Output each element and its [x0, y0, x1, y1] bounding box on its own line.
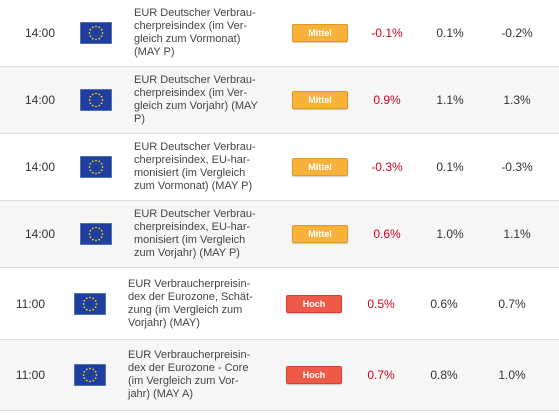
event-name-line: (im Vergleich zum Vor- — [128, 375, 239, 387]
event-name-line: monisiert (im Vergleich — [134, 167, 246, 179]
previous-value: -0.2% — [501, 26, 533, 40]
previous-value: -0.3% — [501, 160, 533, 174]
previous-value: 1.3% — [503, 93, 531, 107]
importance-badge: Mittel — [292, 225, 348, 243]
table-row[interactable]: 14:00 EUR Deutscher Verbrau- cherpreisin… — [0, 201, 559, 268]
event-time: 14:00 — [24, 26, 55, 40]
table-row[interactable]: 11:00 EUR Verbraucherpreisin- dex der Eu… — [0, 268, 559, 340]
table-row[interactable]: 14:00 EUR Deutscher Verbrau- cherpreisin… — [0, 67, 559, 134]
event-name-line: zung (im Vergleich zum — [128, 303, 243, 316]
event-name-line: EUR Deutscher Verbrau- — [134, 7, 256, 19]
table-row[interactable]: 11:00 EUR Verbraucherpreisin- dex der Eu… — [0, 340, 559, 411]
previous-value: 0.7% — [498, 296, 526, 311]
previous-value: 1.0% — [498, 368, 526, 382]
eu-flag-icon — [80, 22, 112, 44]
event-name-line: monisiert (im Vergleich — [134, 234, 246, 246]
event-name-line: (MAY P) — [134, 46, 175, 58]
importance-badge: Mittel — [292, 91, 348, 109]
event-time: 14:00 — [24, 227, 55, 241]
importance-badge: Mittel — [292, 24, 348, 42]
event-name-line: EUR Deutscher Verbrau- — [134, 74, 256, 86]
event-name-line: gleich zum Vorjahr) (MAY — [134, 100, 258, 112]
event-time: 14:00 — [24, 160, 55, 174]
eu-flag-icon — [74, 292, 106, 315]
event-name[interactable]: EUR Deutscher Verbrau- cherpreisindex, E… — [134, 141, 284, 193]
event-name[interactable]: EUR Deutscher Verbrau- cherpreisindex, E… — [134, 208, 284, 260]
actual-value: -0.1% — [371, 26, 403, 40]
table-row[interactable]: 14:00 EUR Deutscher Verbrau- cherpreisin… — [0, 134, 559, 201]
importance-badge: Mittel — [292, 158, 348, 176]
event-name[interactable]: EUR Deutscher Verbrau- cherpreisindex (i… — [134, 74, 284, 126]
forecast-value: 0.8% — [430, 368, 458, 382]
event-name-line: EUR Deutscher Verbrau- — [134, 141, 256, 153]
event-name[interactable]: EUR Verbraucherpreisin- dex der Eurozone… — [128, 278, 278, 330]
forecast-value: 1.1% — [436, 93, 464, 107]
event-name[interactable]: EUR Verbraucherpreisin- dex der Eurozone… — [128, 349, 278, 401]
event-name-line: cherpreisindex, EU-har- — [134, 221, 251, 233]
event-name-line: zum Vormonat) (MAY P) — [134, 180, 253, 192]
eu-flag-icon — [80, 223, 112, 245]
event-name-line: gleich zum Vormonat) — [134, 33, 241, 45]
event-name-line: cherpreisindex (im Ver- — [134, 20, 248, 32]
event-name-line: EUR Verbraucherpreisin- — [128, 349, 251, 361]
event-name-line: cherpreisindex, EU-har- — [134, 154, 251, 166]
importance-badge: Hoch — [286, 294, 342, 313]
actual-value: 0.6% — [373, 227, 401, 241]
forecast-value: 0.1% — [436, 26, 464, 40]
eu-flag-icon — [74, 364, 106, 386]
event-name-line: jahr) (MAY A) — [128, 388, 193, 400]
actual-value: -0.3% — [371, 160, 403, 174]
actual-value: 0.7% — [367, 368, 395, 382]
previous-value: 1.1% — [503, 227, 531, 241]
table-row[interactable]: 14:00 EUR Deutscher Verbrau- cherpreisin… — [0, 0, 559, 67]
forecast-value: 1.0% — [436, 227, 464, 241]
forecast-value: 0.6% — [430, 296, 458, 311]
importance-badge: Hoch — [286, 366, 342, 384]
event-name-line: EUR Deutscher Verbrau- — [134, 208, 256, 220]
eu-flag-icon — [80, 89, 112, 111]
event-time: 14:00 — [24, 93, 55, 107]
event-name-line: dex der Eurozone, Schät- — [128, 290, 253, 303]
event-time: 11:00 — [15, 368, 45, 382]
actual-value: 0.9% — [373, 93, 401, 107]
forecast-value: 0.1% — [436, 160, 464, 174]
eu-flag-icon — [80, 156, 112, 178]
event-name[interactable]: EUR Deutscher Verbrau- cherpreisindex (i… — [134, 7, 284, 59]
actual-value: 0.5% — [367, 296, 395, 311]
event-name-line: zum Vorjahr) (MAY P) — [134, 247, 240, 259]
event-name-line: P) — [134, 113, 145, 125]
event-time: 11:00 — [15, 296, 45, 311]
event-name-line: dex der Eurozone - Core — [128, 362, 249, 374]
event-name-line: cherpreisindex (im Ver- — [134, 87, 248, 99]
event-name-line: Vorjahr) (MAY) — [128, 316, 200, 329]
event-name-line: EUR Verbraucherpreisin- — [128, 277, 251, 290]
